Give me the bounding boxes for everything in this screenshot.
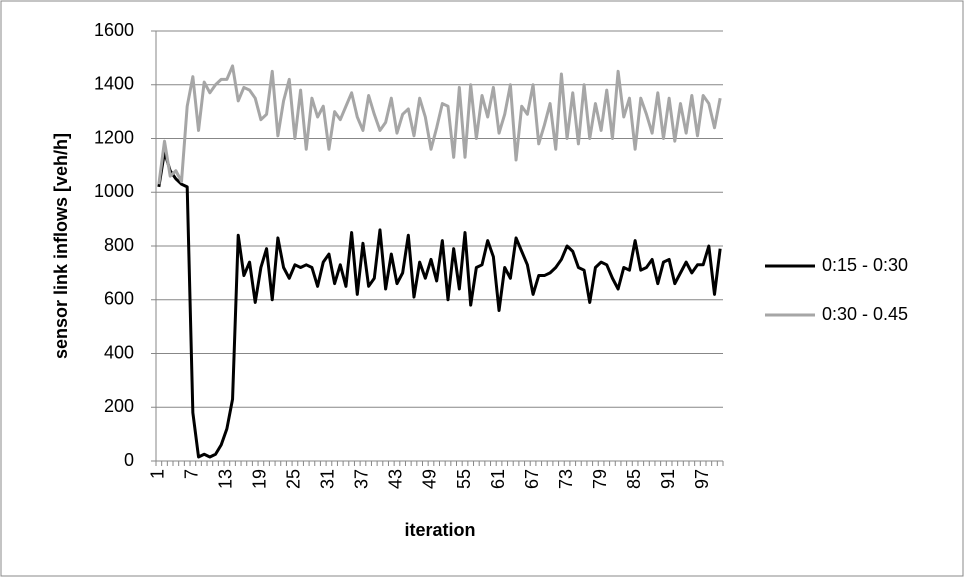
- x-tick-label: 49: [420, 469, 440, 489]
- x-tick-label: 79: [590, 469, 610, 489]
- x-tick-label: 1: [148, 469, 168, 479]
- x-tick-label: 19: [250, 469, 270, 489]
- x-tick-label: 85: [624, 469, 644, 489]
- x-tick-label: 13: [216, 469, 236, 489]
- y-axis-label: sensor link inflows [veh/h]: [51, 133, 71, 359]
- y-tick-label: 1000: [94, 181, 134, 201]
- x-tick-label: 7: [182, 469, 202, 479]
- y-tick-label: 600: [104, 289, 134, 309]
- data-line: [157, 150, 722, 459]
- x-tick-label: 97: [692, 469, 712, 489]
- x-tick-label: 43: [386, 469, 406, 489]
- y-tick-label: 1400: [94, 74, 134, 94]
- x-axis-label: iteration: [404, 520, 475, 540]
- y-tick-label: 400: [104, 342, 134, 362]
- x-tick-label: 91: [658, 469, 678, 489]
- x-tick-label: 73: [556, 469, 576, 489]
- legend-label: 0:15 - 0:30: [822, 255, 908, 275]
- x-tick-label: 55: [454, 469, 474, 489]
- y-tick-label: 1600: [94, 20, 134, 40]
- data-line: [157, 64, 722, 185]
- legend-label: 0:30 - 0.45: [822, 304, 908, 324]
- x-tick-label: 31: [318, 469, 338, 489]
- y-tick-label: 0: [124, 450, 134, 470]
- y-tick-label: 800: [104, 235, 134, 255]
- x-tick-label: 25: [284, 469, 304, 489]
- x-tick-label: 61: [488, 469, 508, 489]
- x-tick-label: 67: [522, 469, 542, 489]
- y-tick-label: 1200: [94, 127, 134, 147]
- y-tick-label: 200: [104, 396, 134, 416]
- x-tick-label: 37: [352, 469, 372, 489]
